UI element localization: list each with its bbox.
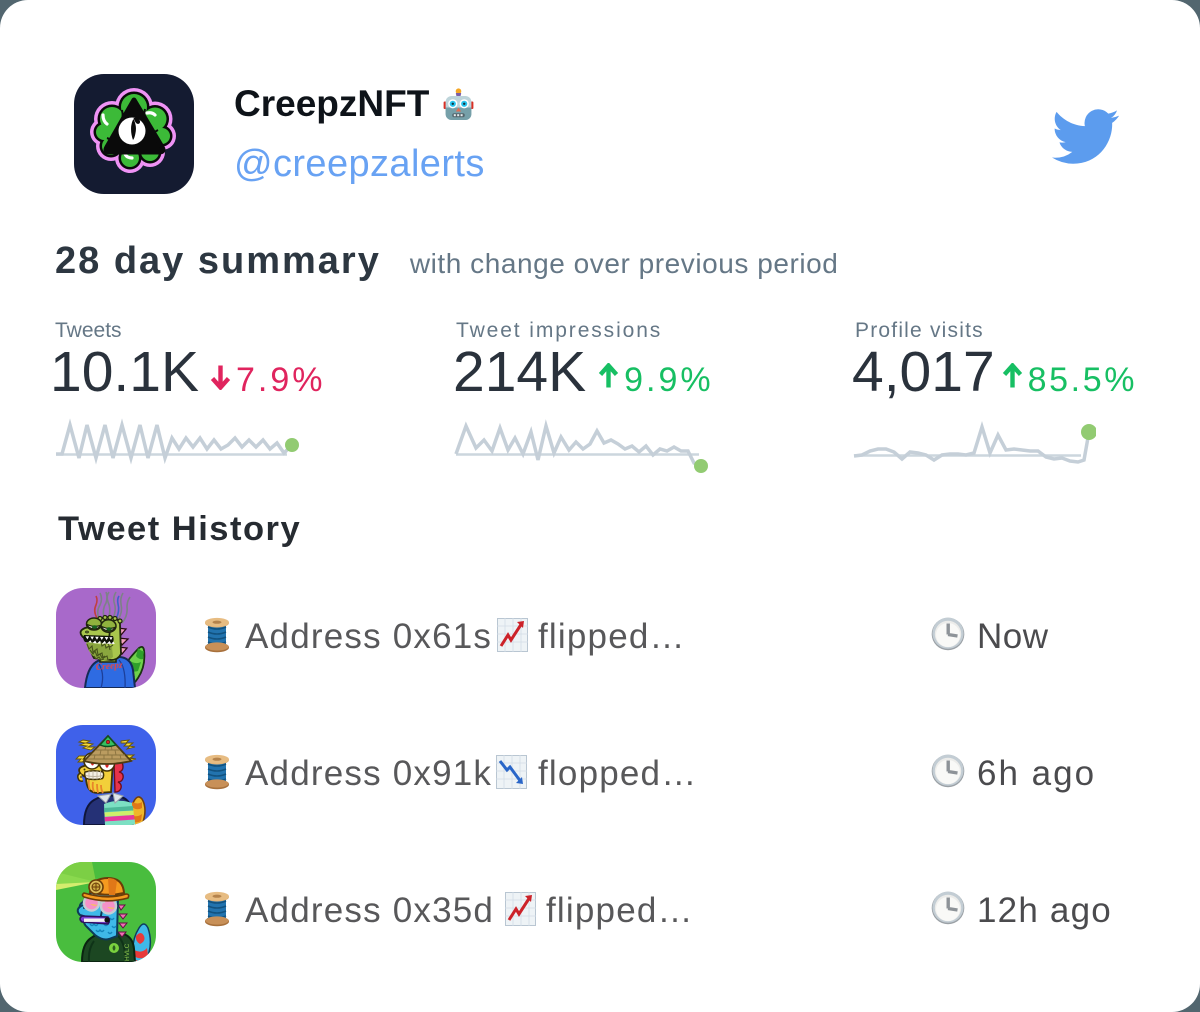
svg-text:Creepz: Creepz [95, 661, 123, 673]
svg-text:HVLC: HVLC [124, 943, 131, 961]
